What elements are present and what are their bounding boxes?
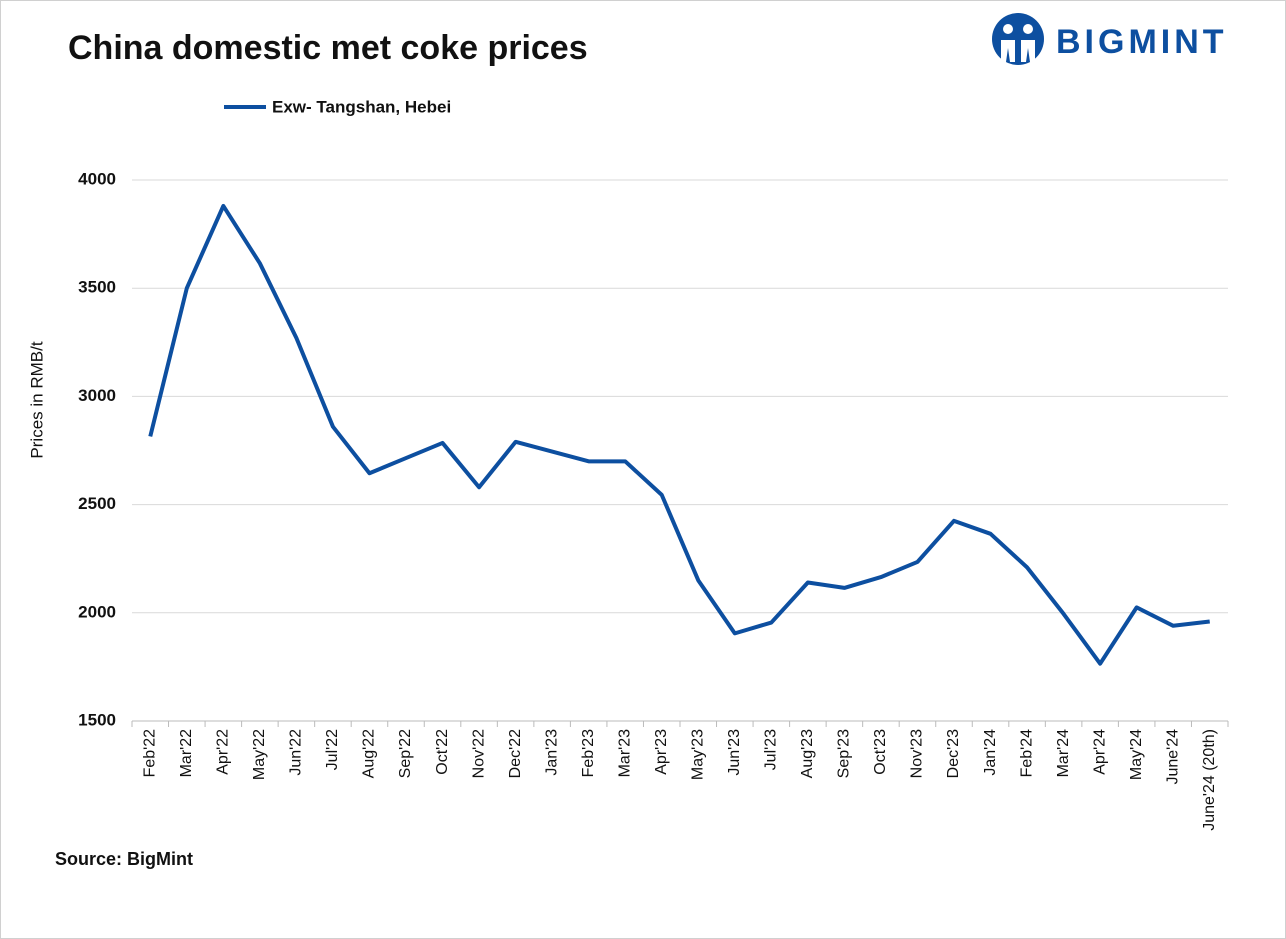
- x-tick-label: Jan'24: [982, 729, 999, 776]
- series-line: [148, 203, 1210, 666]
- x-tick-label: Jun'23: [726, 729, 743, 776]
- x-tick-label: Jul'23: [763, 729, 780, 770]
- source-note: Source: BigMint: [55, 849, 193, 869]
- chart-title: China domestic met coke prices: [68, 29, 588, 67]
- x-tick-label: Aug'23: [799, 729, 816, 778]
- x-tick-label: Sep'23: [836, 729, 853, 778]
- logo-icon-head: [1023, 24, 1033, 34]
- x-tick-label: Nov'23: [909, 729, 926, 778]
- x-tick-label: Dec'23: [945, 729, 962, 778]
- logo-icon-head: [1003, 24, 1013, 34]
- x-tick-label: Mar'24: [1055, 729, 1072, 778]
- x-tick-label: Jan'23: [543, 729, 560, 776]
- logo-icon-figures: [1001, 40, 1035, 62]
- x-tick-label: Feb'22: [141, 729, 158, 778]
- x-tick-label: Oct'23: [872, 729, 889, 775]
- x-tick-label: May'24: [1128, 729, 1145, 780]
- x-tick-label: Apr'23: [653, 729, 670, 775]
- y-tick-label: 4000: [78, 169, 116, 188]
- x-tick-label: Feb'23: [580, 729, 597, 778]
- x-tick-label: Feb'24: [1018, 729, 1035, 778]
- x-tick-label: Apr'22: [215, 729, 232, 775]
- logo-icon: [992, 13, 1044, 65]
- y-axis-title: Prices in RMB/t: [27, 341, 46, 458]
- legend-label: Exw- Tangshan, Hebei: [272, 97, 451, 116]
- y-tick-label: 2000: [78, 602, 116, 621]
- x-tick-label: Dec'22: [507, 729, 524, 778]
- x-tick-label: Sep'22: [397, 729, 414, 778]
- x-tick-label: Nov'22: [470, 729, 487, 778]
- logo: BIGMINT: [992, 13, 1228, 65]
- y-tick-label: 3000: [78, 386, 116, 405]
- x-tick-label: Jul'22: [324, 729, 341, 770]
- logo-text: BIGMINT: [1056, 23, 1228, 61]
- x-tick-label: Oct'22: [434, 729, 451, 775]
- y-tick-label: 3500: [78, 278, 116, 297]
- x-tick-label: May'22: [251, 729, 268, 780]
- x-tick-label: May'23: [689, 729, 706, 780]
- x-tick-label: Aug'22: [361, 729, 378, 778]
- x-tick-label: June'24: [1164, 729, 1181, 785]
- x-tick-label: Apr'24: [1091, 729, 1108, 775]
- x-tick-label: Mar'23: [616, 729, 633, 778]
- y-tick-label: 2500: [78, 494, 116, 513]
- x-tick-label: Jun'22: [288, 729, 305, 776]
- x-tick-label: Mar'22: [178, 729, 195, 778]
- x-tick-label: June'24 (20th): [1201, 729, 1218, 831]
- y-tick-label: 1500: [78, 710, 116, 729]
